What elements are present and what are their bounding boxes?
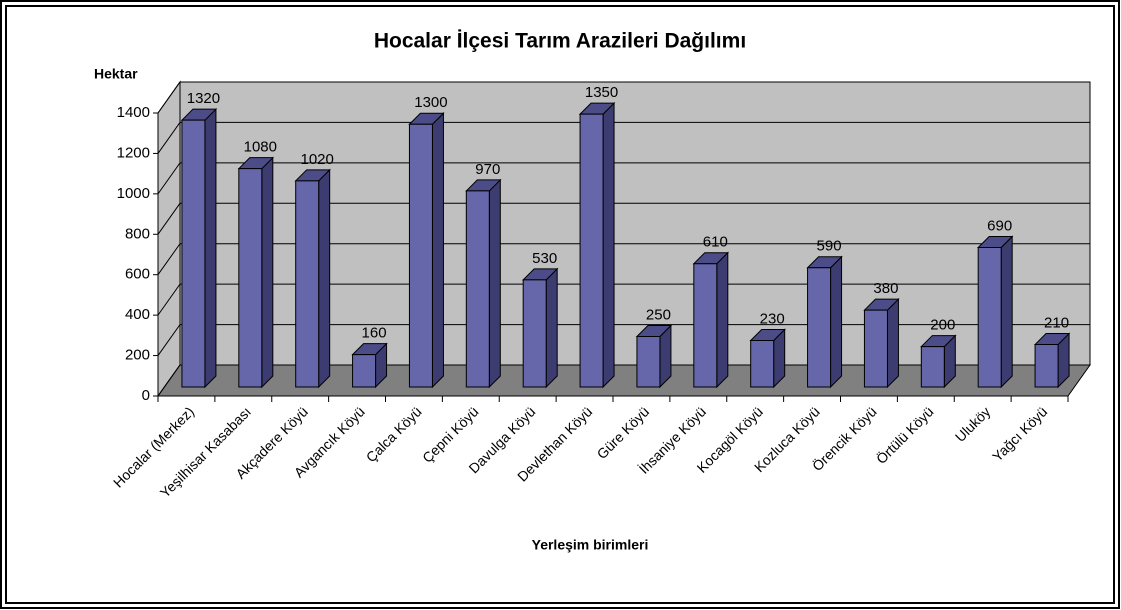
bar-face	[352, 354, 377, 388]
bar	[863, 297, 900, 389]
inner-frame	[5, 5, 1115, 604]
grid-line	[157, 202, 1090, 235]
bar-face	[977, 247, 1002, 388]
value-label: 160	[362, 325, 387, 342]
value-label: 1320	[187, 90, 220, 107]
bar-face	[1000, 235, 1013, 389]
grid-line	[157, 283, 1090, 316]
bar-face	[318, 168, 331, 389]
side-wall	[157, 80, 181, 398]
bar-face	[522, 279, 547, 388]
y-tick-label: 1200	[117, 144, 150, 161]
bar-face	[408, 123, 433, 388]
value-label: 230	[760, 310, 785, 327]
value-label: 970	[475, 161, 500, 178]
y-tick-label: 200	[125, 347, 150, 364]
bar	[806, 255, 843, 389]
value-label: 200	[930, 317, 955, 334]
y-tick-label: 400	[125, 306, 150, 323]
grid-line	[157, 81, 1090, 114]
y-tick-label: 800	[125, 225, 150, 242]
grid-line	[157, 162, 1090, 195]
bar	[180, 107, 218, 389]
value-label: 610	[703, 234, 728, 251]
bar-face	[807, 267, 832, 388]
bar-face	[602, 101, 615, 389]
bar	[635, 324, 673, 389]
y-tick-label: 1400	[117, 104, 150, 121]
bar	[408, 112, 445, 389]
value-label: 250	[646, 306, 671, 323]
value-label: 380	[873, 280, 898, 297]
bar-face	[204, 107, 217, 389]
value-label: 210	[1044, 315, 1069, 332]
bar-face	[431, 112, 444, 389]
bar-face	[545, 267, 558, 389]
value-label: 1020	[301, 151, 334, 168]
bar	[692, 251, 730, 389]
bar	[521, 267, 559, 389]
bar	[237, 156, 275, 389]
bar	[1033, 332, 1071, 389]
bar	[920, 334, 957, 389]
bar-face	[886, 297, 899, 389]
value-label: 690	[987, 217, 1012, 234]
value-label: 1300	[414, 94, 447, 111]
bar-face	[488, 178, 501, 389]
grid-line	[157, 121, 1090, 154]
y-tick-label: 0	[142, 387, 150, 404]
value-label: 1080	[244, 139, 277, 156]
bar-face	[465, 190, 490, 388]
bar-face	[750, 340, 775, 388]
bar-face	[1034, 344, 1059, 388]
bar-face	[295, 180, 320, 388]
y-tick-label: 1000	[117, 185, 150, 202]
grid-line	[157, 243, 1090, 276]
value-label: 1350	[585, 84, 618, 101]
bar	[294, 168, 331, 389]
x-axis-label: Yerleşim birimleri	[532, 537, 649, 553]
bar-face	[920, 346, 945, 388]
y-axis-label: Hektar	[94, 66, 138, 82]
y-tick-label: 600	[125, 266, 150, 283]
grid-line	[157, 364, 1090, 397]
value-label: 530	[532, 250, 557, 267]
bar-face	[863, 309, 888, 388]
bar	[976, 235, 1014, 389]
bar	[351, 342, 388, 389]
bar-face	[238, 168, 263, 388]
bar	[578, 101, 616, 389]
grid-line	[157, 324, 1090, 356]
bar-face	[830, 255, 843, 389]
value-label: 590	[817, 238, 842, 255]
chart-title: Hocalar İlçesi Tarım Arazileri Dağılımı	[374, 30, 746, 53]
bar-face	[579, 113, 604, 388]
bar	[465, 178, 502, 389]
bar-face	[261, 156, 274, 389]
bar-face	[716, 251, 729, 389]
bar-face	[636, 335, 661, 388]
bar	[749, 328, 786, 389]
bar-face	[181, 119, 206, 388]
bar-face	[693, 263, 718, 388]
